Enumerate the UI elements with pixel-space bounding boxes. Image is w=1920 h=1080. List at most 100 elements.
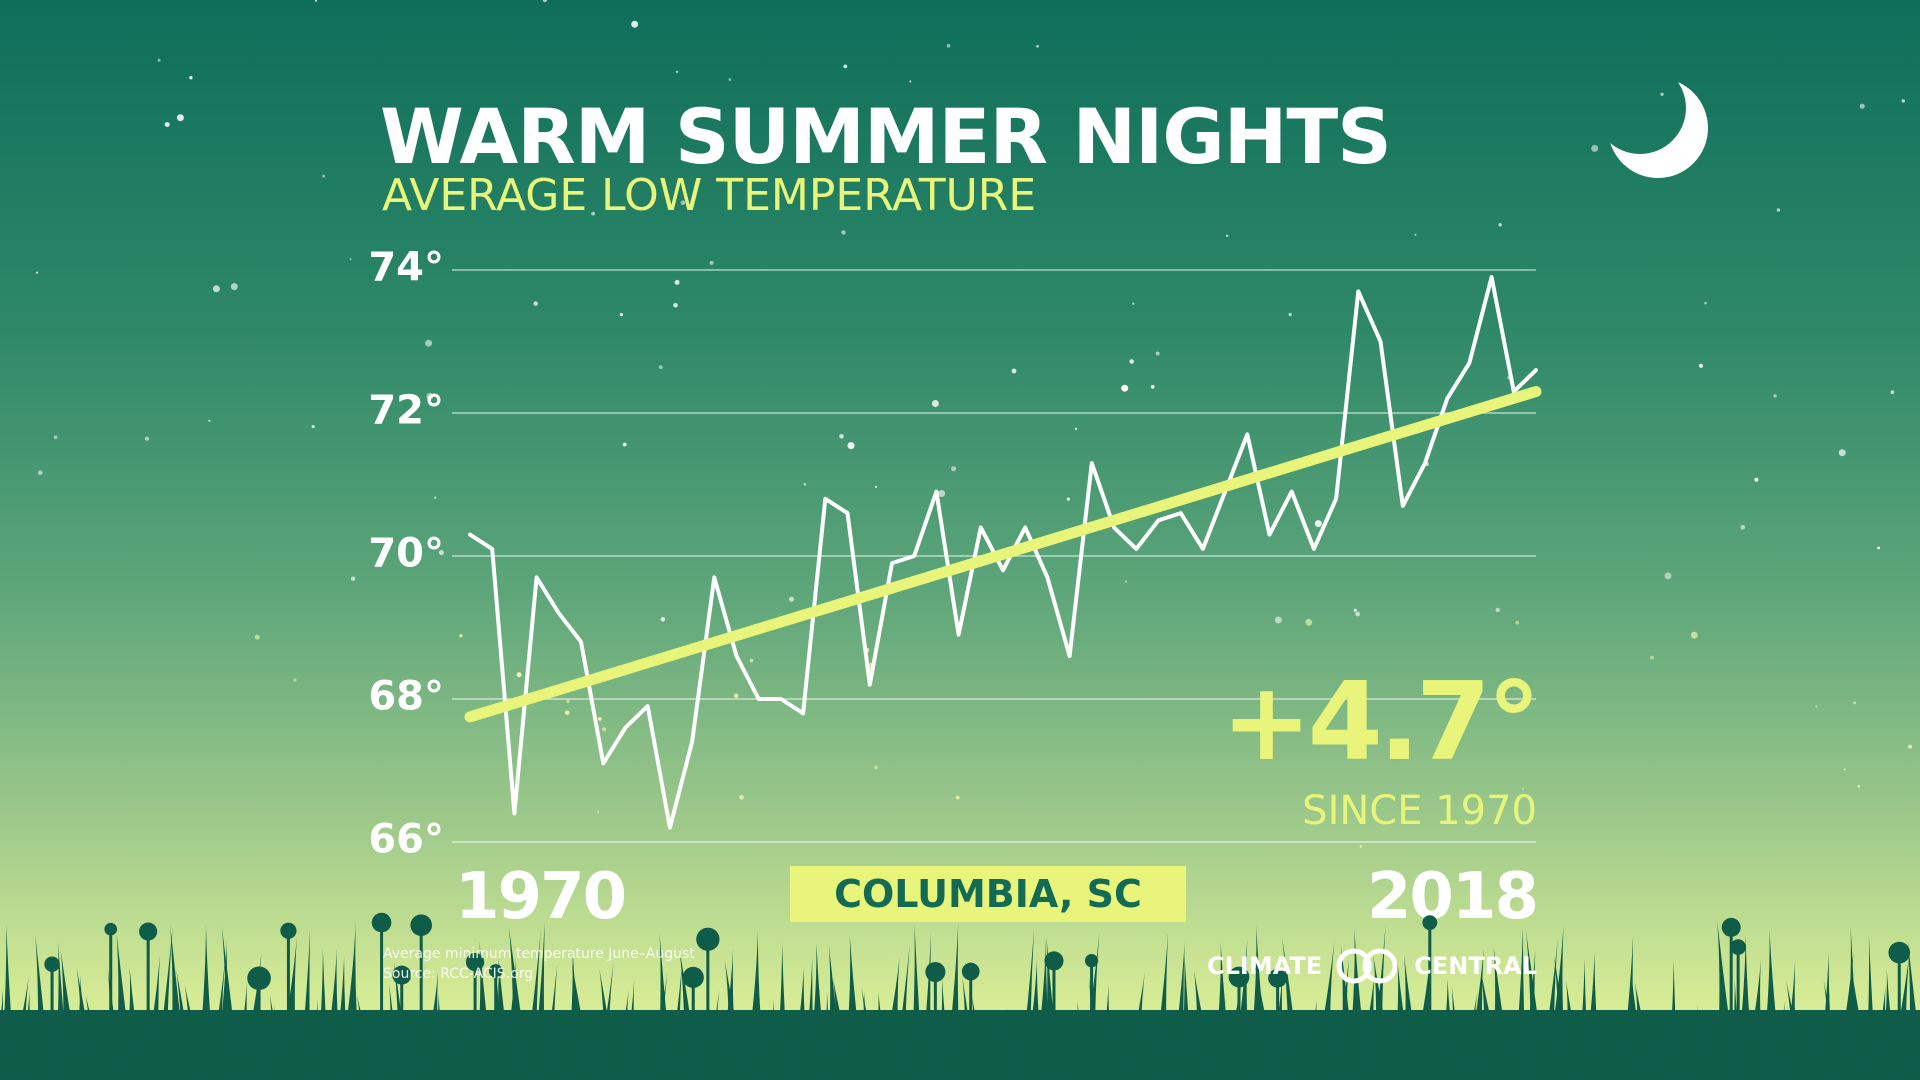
grass-blade <box>1212 942 1234 1080</box>
y-tick-label: 74° <box>368 244 444 291</box>
plant-head <box>925 961 946 983</box>
grass-blade <box>657 933 673 1080</box>
grass-blade <box>85 995 107 1080</box>
change-value: +4.7° <box>1221 660 1541 785</box>
grass-blade <box>807 943 829 1080</box>
grass-blade <box>316 947 330 1080</box>
grass-blade <box>581 1019 604 1080</box>
grass-blade <box>1255 964 1280 1080</box>
grass-blade <box>1170 941 1186 1080</box>
grass-blade <box>832 978 855 1080</box>
grass-blade <box>1786 981 1805 1080</box>
logo-rings-icon <box>1336 948 1398 984</box>
grass-blade <box>1097 984 1115 1080</box>
grass-blade <box>338 922 362 1080</box>
grass-blade <box>1582 952 1602 1080</box>
plant-head <box>465 952 485 972</box>
plant-head <box>1268 968 1288 988</box>
grass-blade <box>1513 926 1527 1080</box>
location-badge: COLUMBIA, SC <box>790 866 1186 922</box>
logo-text-right: CENTRAL <box>1414 952 1537 980</box>
grass-blade <box>1888 950 1910 1080</box>
grass-blade <box>724 961 747 1080</box>
grass-blade <box>743 930 767 1080</box>
grass-blade <box>35 934 51 1080</box>
grass-blade <box>475 941 495 1080</box>
plant-head <box>44 956 60 972</box>
grass-blade <box>599 969 618 1080</box>
grass-blade <box>937 977 951 1080</box>
grass-blade <box>997 1017 1017 1080</box>
x-tick-label: 2018 <box>1366 860 1539 934</box>
grass-blade <box>1193 970 1215 1080</box>
grass-blade <box>571 962 594 1080</box>
plant-head <box>488 964 503 978</box>
grass-blade <box>1464 947 1486 1080</box>
chart-title: WARM SUMMER NIGHTS <box>380 92 1392 181</box>
grass-blade <box>249 1012 270 1080</box>
plant-head <box>1422 915 1438 931</box>
grass-blade <box>1599 1022 1621 1080</box>
footnote-source: Source: RCC-ACIS.org <box>383 966 534 982</box>
plant-head <box>247 966 271 991</box>
grass-blade <box>1525 931 1546 1080</box>
plant-head <box>371 912 392 933</box>
grass-blade <box>196 924 216 1080</box>
grass-blade <box>368 1009 383 1080</box>
grass-blade <box>1279 1016 1297 1080</box>
grass-blade <box>667 965 682 1080</box>
grass-blade <box>766 999 780 1080</box>
plant-head <box>1888 941 1911 964</box>
plant-head <box>139 922 158 941</box>
grass-blade <box>1697 1005 1715 1080</box>
grass-blade <box>551 1013 564 1080</box>
grass-blade <box>221 925 240 1080</box>
grass-blade <box>691 1024 711 1080</box>
grass-blade <box>1401 955 1423 1080</box>
plant-head <box>1084 954 1099 968</box>
y-tick-label: 70° <box>368 530 444 577</box>
y-tick-label: 72° <box>368 387 444 434</box>
grass-blade <box>945 922 961 1080</box>
grass-blade <box>1409 955 1433 1080</box>
grass-blade <box>1914 1048 1920 1080</box>
grass-blade <box>1156 1029 1180 1080</box>
grass-blade <box>1428 1013 1448 1080</box>
grass-blade <box>1805 1023 1823 1080</box>
grass-blade <box>1132 1022 1152 1080</box>
plant-head <box>280 922 297 939</box>
grass-blade <box>1372 954 1397 1080</box>
grass-blade <box>375 1021 393 1080</box>
grass-blade <box>1671 1007 1693 1080</box>
grass-blade <box>1152 932 1169 1080</box>
plant-head <box>1721 917 1741 937</box>
grass-blade <box>1716 920 1738 1080</box>
grass-blade <box>431 992 449 1080</box>
grass-blade <box>523 929 541 1080</box>
trend-line <box>464 386 1542 723</box>
climate-central-logo: CLIMATE CENTRAL <box>1207 946 1537 986</box>
series-line-avg-low <box>468 275 1538 830</box>
y-tick-label: 68° <box>368 673 444 720</box>
plant-head <box>682 966 704 988</box>
change-since-label: SINCE 1970 <box>1302 788 1537 834</box>
grass-blade <box>0 924 16 1080</box>
grass-blade <box>115 932 135 1080</box>
grass-blade <box>389 983 401 1080</box>
grass-blade <box>878 956 902 1080</box>
grass-blade <box>1282 937 1302 1080</box>
plant-head <box>410 914 432 936</box>
grass-blade <box>1655 1018 1673 1080</box>
grass-blade <box>640 1017 654 1080</box>
grass-blade <box>508 926 530 1080</box>
grass-blade <box>1760 928 1784 1080</box>
grass-blade <box>542 964 558 1080</box>
grass-blade <box>843 935 865 1080</box>
grass-blade <box>0 987 6 1080</box>
grass-blade <box>1634 982 1657 1080</box>
grass-blade <box>626 1005 644 1080</box>
grass-blade <box>532 920 546 1080</box>
